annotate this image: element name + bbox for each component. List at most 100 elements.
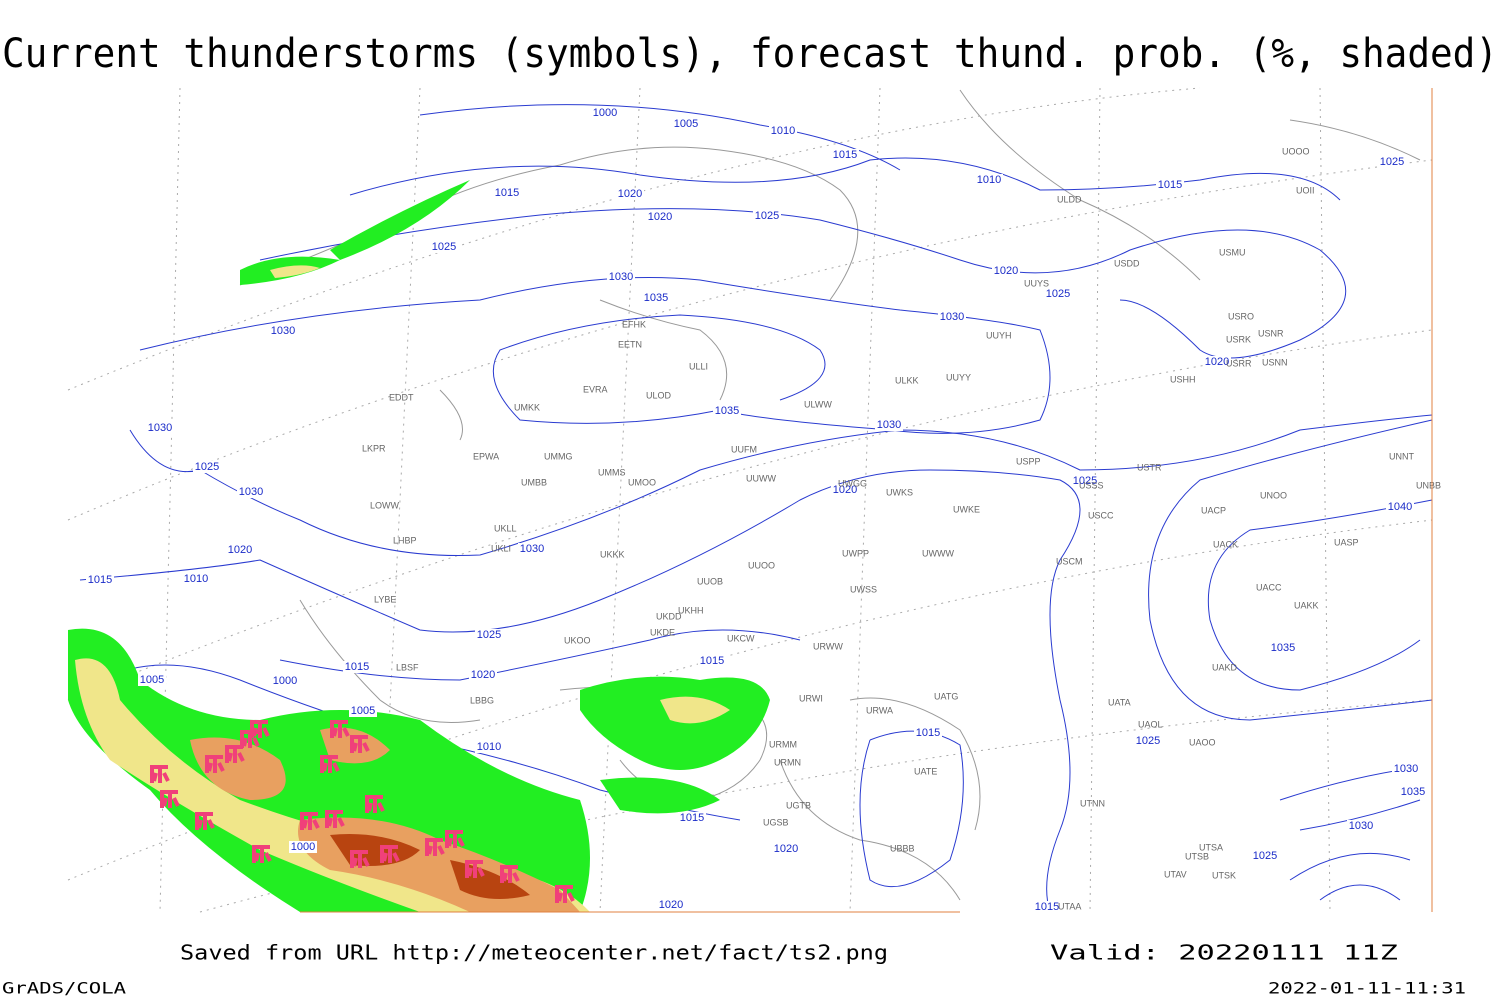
isobar-label: 1025: [1380, 156, 1404, 168]
isobar-label-bg: [430, 241, 458, 253]
isobar-label: 1015: [345, 661, 369, 673]
isobar-label-bg: [975, 174, 1003, 186]
station-code: EDDT: [389, 392, 414, 402]
graticule: [67, 87, 1433, 913]
station-code: UWGG: [838, 478, 867, 488]
isobar-label-bg: [138, 674, 166, 686]
isobar-label: 1030: [1394, 763, 1418, 775]
isobar-label-bg: [616, 188, 644, 200]
isobar-label-bg: [914, 727, 942, 739]
isobar-label: 1030: [148, 422, 172, 434]
isobar-label-bg: [1033, 901, 1061, 913]
isobar-label: 1020: [833, 484, 857, 496]
thunderstorm-symbol: [365, 795, 385, 813]
station-code: LOWW: [370, 500, 400, 510]
thunderstorm-symbol: [500, 865, 520, 883]
thunderstorm-symbol: [325, 810, 345, 828]
isobar-label-bg: [289, 841, 317, 853]
isobar-label: 1030: [520, 543, 544, 555]
isobar-label-bg: [86, 574, 114, 586]
isobar-label: 1040: [1388, 501, 1412, 513]
isobar-label: 1010: [477, 741, 501, 753]
isobar-label: 1025: [1136, 735, 1160, 747]
isobar-label-bg: [642, 292, 670, 304]
station-code: UTAA: [1058, 901, 1081, 911]
station-code: UNBB: [1416, 480, 1441, 490]
thunderstorm-symbol: [330, 720, 350, 738]
isobar-label: 1035: [1401, 786, 1425, 798]
station-code: UKDE: [650, 627, 675, 637]
station-code: UBBB: [890, 843, 915, 853]
station-code: EPWA: [473, 451, 499, 461]
station-code: EVRA: [583, 384, 608, 394]
station-code: EFHK: [622, 319, 646, 329]
station-code: UUYH: [986, 330, 1012, 340]
isobar-label-bg: [713, 405, 741, 417]
isobar-label: 1025: [755, 210, 779, 222]
isobar-label-bg: [226, 544, 254, 556]
thunderstorm-symbol: [320, 755, 340, 773]
thunderstorm-symbol: [465, 860, 485, 878]
isobar-label: 1020: [994, 265, 1018, 277]
station-code: UKDD: [656, 611, 682, 621]
isobar-label-bg: [349, 705, 377, 717]
station-code: UGSB: [763, 817, 789, 827]
thunderstorm-symbol: [205, 755, 225, 773]
source-url: Saved from URL http://meteocenter.net/fa…: [180, 941, 888, 965]
valid-time: Valid: 20220111 11Z: [1050, 941, 1398, 965]
isobar-label-bg: [875, 419, 903, 431]
station-code: UTAV: [1164, 869, 1187, 879]
station-code: URWA: [866, 705, 893, 715]
isobar-label: 1030: [239, 486, 263, 498]
isobar-label: 1020: [774, 843, 798, 855]
station-code: USMU: [1219, 247, 1246, 257]
isobar-label: 1015: [495, 187, 519, 199]
isobar-label: 1020: [648, 211, 672, 223]
station-code: UKHH: [678, 605, 704, 615]
station-code: URWI: [799, 693, 823, 703]
thunderstorm-symbol: [425, 838, 445, 856]
station-code: UMOO: [628, 477, 656, 487]
station-code: UWSS: [850, 584, 877, 594]
station-code: EETN: [618, 339, 642, 349]
station-code: UMKK: [514, 402, 540, 412]
isobar-label: 1020: [1205, 356, 1229, 368]
isobar-label: 1015: [680, 812, 704, 824]
thunderstorm-symbol: [350, 850, 370, 868]
isobar-label: 1030: [1349, 820, 1373, 832]
station-code: UOII: [1296, 185, 1315, 195]
station-code: UNOO: [1260, 490, 1287, 500]
station-code: UWPP: [842, 548, 869, 558]
isobar-label: 1000: [593, 107, 617, 119]
isobar-label-bg: [591, 107, 619, 119]
station-code: UATG: [934, 691, 958, 701]
isobar-label: 1020: [618, 188, 642, 200]
station-code: UUOB: [697, 576, 723, 586]
station-code: UWKS: [886, 487, 913, 497]
thunderstorm-symbol: [445, 830, 465, 848]
station-code: UNNT: [1389, 451, 1414, 461]
isobar-label-bg: [469, 669, 497, 681]
isobar-label: 1010: [977, 174, 1001, 186]
isobar-label-bg: [1203, 356, 1231, 368]
isobar-label: 1020: [228, 544, 252, 556]
station-code: LYBE: [374, 594, 396, 604]
isobar-label-bg: [1347, 820, 1375, 832]
isobar-label-bg: [1378, 156, 1406, 168]
station-code: LBSF: [396, 662, 419, 672]
thunderstorm-symbol: [380, 845, 400, 863]
isobar-label: 1030: [940, 311, 964, 323]
station-code: UACC: [1256, 582, 1282, 592]
station-code: UMBB: [521, 477, 547, 487]
isobar-label-bg: [1269, 642, 1297, 654]
thunderstorm-symbol: [240, 730, 260, 748]
isobar-label-bg: [1134, 735, 1162, 747]
station-code: URWW: [813, 641, 843, 651]
thunderstorm-symbol: [160, 790, 180, 808]
station-code: UTSA: [1199, 842, 1223, 852]
isobar-label: 1020: [471, 669, 495, 681]
isobar-label: 1035: [644, 292, 668, 304]
isobar-label-bg: [343, 661, 371, 673]
station-code: UUOO: [748, 560, 775, 570]
station-code: USDD: [1114, 258, 1140, 268]
